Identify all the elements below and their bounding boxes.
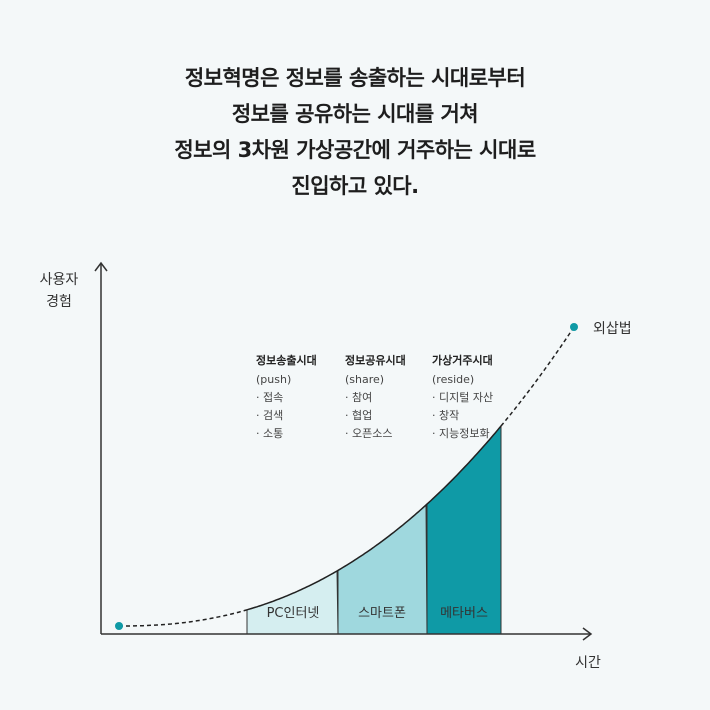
era-subtitle: (reside) <box>432 373 474 386</box>
y-axis-arrow-icon <box>94 261 108 272</box>
segment-metaverse <box>426 424 502 635</box>
segment-label-smartphone: 스마트폰 <box>358 606 406 621</box>
headline-line-2: 정보를 공유하는 시대를 거쳐 <box>231 102 479 126</box>
era-title: 정보송출시대 <box>256 353 317 367</box>
era-share: 정보공유시대 (share) · 참여 · 협업 · 오픈소스 <box>345 353 406 440</box>
curve-dashed-start <box>119 609 248 627</box>
y-axis-label-line-1: 사용자 <box>40 272 79 288</box>
era-item: · 오픈소스 <box>345 427 392 440</box>
era-title: 정보공유시대 <box>345 353 406 367</box>
era-item: · 협업 <box>345 409 372 422</box>
x-axis-arrow-icon <box>582 627 593 641</box>
headline-line-4: 진입하고 있다. <box>291 174 419 198</box>
curve-solid <box>246 425 502 611</box>
era-item: · 접속 <box>256 391 283 404</box>
era-push: 정보송출시대 (push) · 접속 · 검색 · 소통 <box>256 353 317 440</box>
era-reside: 가상거주시대 (reside) · 디지털 자산 · 창작 · 지능정보화 <box>432 353 493 440</box>
era-item: · 지능정보화 <box>432 427 490 440</box>
y-axis-label-line-2: 경험 <box>46 294 72 310</box>
headline: 정보혁명은 정보를 송출하는 시대로부터 정보를 공유하는 시대를 거쳐 정보의… <box>0 60 710 204</box>
era-subtitle: (share) <box>345 373 384 386</box>
segment-label-pc-internet: PC인터넷 <box>267 606 320 621</box>
x-axis-label: 시간 <box>575 655 601 671</box>
era-title: 가상거주시대 <box>432 353 493 367</box>
curve-dashed-end <box>500 328 574 427</box>
era-subtitle: (push) <box>256 373 291 386</box>
curve-start-dot <box>115 622 123 630</box>
era-item: · 디지털 자산 <box>432 391 493 404</box>
segment-label-metaverse: 메타버스 <box>440 606 488 621</box>
headline-line-1: 정보혁명은 정보를 송출하는 시대로부터 <box>184 66 526 90</box>
curve-end-label: 외삽법 <box>593 321 632 337</box>
headline-line-3: 정보의 3차원 가상공간에 거주하는 시대로 <box>174 138 536 162</box>
era-item: · 소통 <box>256 427 283 440</box>
era-item: · 참여 <box>345 391 372 404</box>
curve-end-dot <box>570 323 578 331</box>
era-item: · 창작 <box>432 409 459 422</box>
segment-pc-internet <box>246 570 339 635</box>
era-item: · 검색 <box>256 409 283 422</box>
